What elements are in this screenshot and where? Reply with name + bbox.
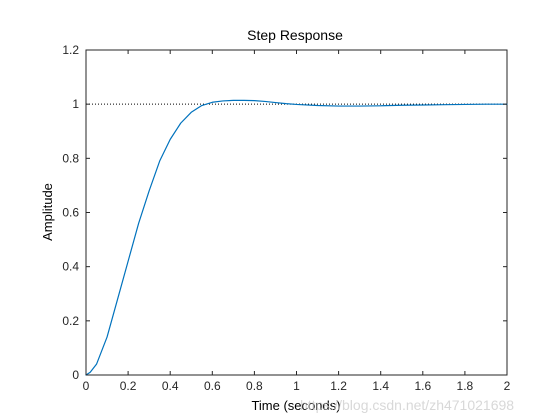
x-tick-label: 1.6 xyxy=(414,379,431,393)
x-tick-label: 2 xyxy=(504,379,511,393)
x-tick-label: 0.8 xyxy=(246,379,263,393)
y-tick-label: 0.6 xyxy=(62,206,79,220)
y-axis-label: Amplitude xyxy=(40,183,55,241)
plot-area: 0 0.2 0.4 0.6 0.8 1 1.2 1.4 1.6 1.8 2 0 0.2 0.4 0.6 0.8… xyxy=(62,43,510,393)
x-tick-label: 1 xyxy=(293,379,300,393)
x-tick-label: 0 xyxy=(83,379,90,393)
axes-box xyxy=(85,49,508,376)
y-tick-label: 1 xyxy=(72,97,79,111)
y-tick-label: 1.2 xyxy=(62,43,79,57)
x-tick-label: 1.2 xyxy=(330,379,347,393)
y-tick-label: 0.8 xyxy=(62,151,79,165)
series-line-0 xyxy=(85,99,508,376)
y-tick-label: 0.2 xyxy=(62,314,79,328)
y-tick-label: 0.4 xyxy=(62,260,79,274)
watermark-text: https://blog.csdn.net/zh471021698 xyxy=(300,397,514,413)
chart-title: Step Response xyxy=(247,27,343,43)
x-tick-label: 1.8 xyxy=(457,379,474,393)
x-tick-label: 0.4 xyxy=(162,379,179,393)
x-tick-label: 1.4 xyxy=(372,379,389,393)
y-tick-label: 0 xyxy=(72,368,79,382)
x-axis-label: Time (seconds) xyxy=(251,398,340,413)
x-tick-label: 0.2 xyxy=(120,379,137,393)
x-tick-label: 0.6 xyxy=(204,379,221,393)
